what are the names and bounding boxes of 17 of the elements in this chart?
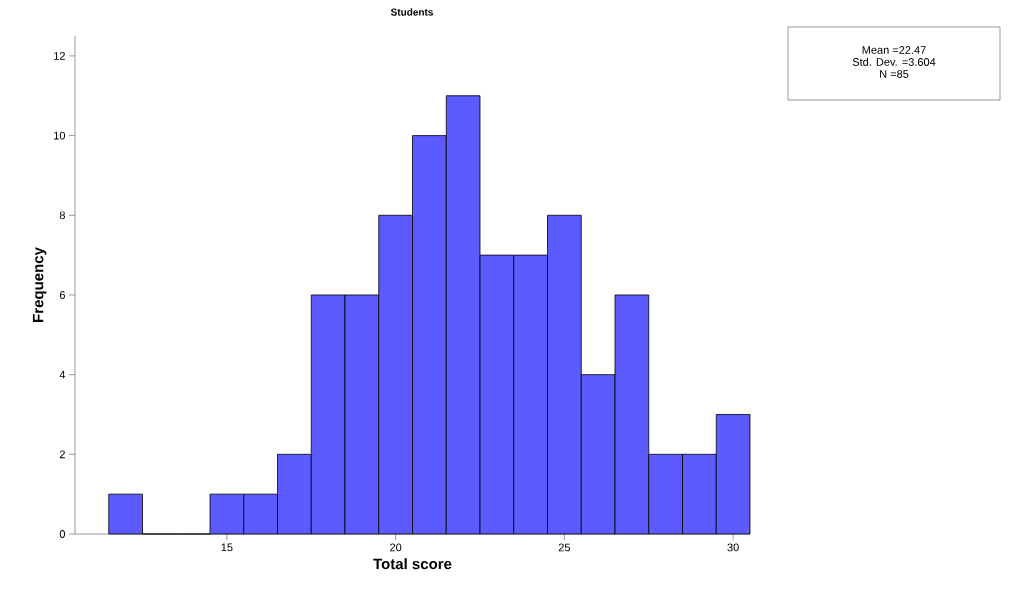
y-tick-label: 6 [59,291,65,299]
y-tick-label: 12 [54,52,65,60]
x-tick-label: 20 [390,543,402,552]
text: N =85 [880,70,909,78]
y-tick-label: 0 [59,530,66,538]
chart-title: Students [390,8,433,16]
x-tick-label: 15 [221,543,233,552]
text: Mean =22.47 [862,46,926,54]
y-tick-label: 2 [59,450,65,459]
x-tick-label: 30 [727,543,739,552]
y-tick-label: 4 [59,370,66,379]
text: Std. Dev. =3.604 [852,57,936,66]
y-tick-label: 10 [54,131,66,140]
x-tick-label: 25 [558,543,571,552]
y-tick-label: 8 [59,211,65,220]
x-axis-title: Total score [373,558,452,570]
y-axis-title: Frequency [32,247,47,322]
